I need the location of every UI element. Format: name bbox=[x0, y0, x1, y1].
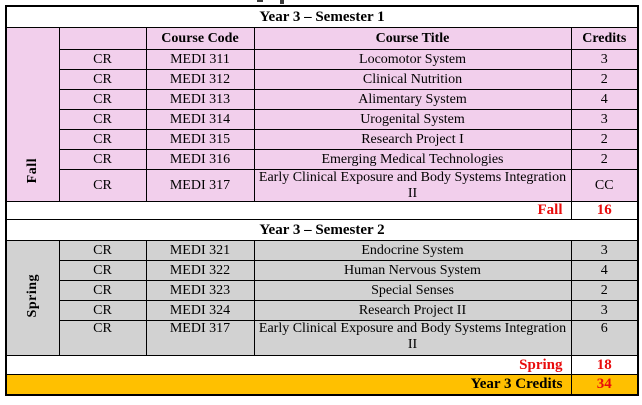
course-title: Early Clinical Exposure and Body Systems… bbox=[253, 168, 572, 203]
course-code: MEDI 324 bbox=[145, 300, 255, 322]
spring-season-label: Spring bbox=[24, 274, 40, 318]
table-row: CR MEDI 316 Emerging Medical Technologie… bbox=[6, 149, 639, 170]
fall-total-row: Fall 16 bbox=[5, 201, 639, 221]
semester1-banner-row: Year 3 – Semester 1 bbox=[5, 5, 639, 28]
table-row: CR MEDI 324 Research Project II 3 bbox=[6, 300, 639, 322]
course-code: MEDI 323 bbox=[145, 280, 255, 302]
course-credits: 3 bbox=[570, 49, 639, 70]
course-title: Human Nervous System bbox=[253, 260, 572, 282]
course-credits: 6 bbox=[570, 320, 639, 357]
course-code: MEDI 317 bbox=[145, 320, 255, 357]
course-type: CR bbox=[58, 320, 147, 357]
course-title: Urogenital System bbox=[253, 109, 572, 130]
year-credits-value: 34 bbox=[570, 374, 639, 396]
course-title: Research Project I bbox=[253, 129, 572, 150]
course-title: Research Project II bbox=[253, 300, 572, 322]
course-credits: 3 bbox=[570, 109, 639, 130]
course-type: CR bbox=[58, 240, 147, 262]
course-code: MEDI 316 bbox=[145, 149, 255, 170]
course-credits: 4 bbox=[570, 260, 639, 282]
cropped-text-artifact bbox=[280, 0, 284, 4]
course-type: CR bbox=[58, 280, 147, 302]
course-code: MEDI 313 bbox=[145, 89, 255, 110]
header-credits: Credits bbox=[570, 27, 639, 50]
table-row: CR MEDI 317 Early Clinical Exposure and … bbox=[6, 320, 639, 357]
course-code: MEDI 315 bbox=[145, 129, 255, 150]
course-code: MEDI 317 bbox=[145, 168, 255, 203]
course-type: CR bbox=[58, 49, 147, 70]
fall-season-cell: Fall bbox=[5, 26, 60, 203]
course-credits: 2 bbox=[570, 129, 639, 150]
header-course-code: Course Code bbox=[145, 27, 255, 50]
table-row: CR MEDI 311 Locomotor System 3 bbox=[6, 49, 639, 70]
semester1-title: Year 3 – Semester 1 bbox=[5, 5, 639, 28]
course-credits: 4 bbox=[570, 89, 639, 110]
semester2-banner-row: Year 3 – Semester 2 bbox=[5, 219, 639, 242]
fall-total-value: 16 bbox=[570, 201, 639, 221]
course-code: MEDI 322 bbox=[145, 260, 255, 282]
year-credits-label: Year 3 Credits bbox=[5, 374, 572, 396]
table-row: CR MEDI 323 Special Senses 2 bbox=[6, 280, 639, 302]
course-credits: 2 bbox=[570, 149, 639, 170]
header-course-title: Course Title bbox=[253, 27, 572, 50]
fall-total-label: Fall bbox=[5, 201, 572, 221]
semester1-section: Fall Course Code Course Title Credits CR… bbox=[5, 26, 639, 203]
table-row: CR MEDI 315 Research Project I 2 bbox=[6, 129, 639, 150]
course-title: Clinical Nutrition bbox=[253, 69, 572, 90]
spring-season-cell: Spring bbox=[5, 240, 60, 357]
spring-total-label: Spring bbox=[5, 355, 572, 376]
spring-total-value: 18 bbox=[570, 355, 639, 376]
table-row: CR MEDI 314 Urogenital System 3 bbox=[6, 109, 639, 130]
course-credits: 2 bbox=[570, 280, 639, 302]
course-type: CR bbox=[58, 109, 147, 130]
table-row: CR MEDI 322 Human Nervous System 4 bbox=[6, 260, 639, 282]
table-row: Spring CR MEDI 321 Endocrine System 3 bbox=[5, 240, 639, 357]
course-title: Alimentary System bbox=[253, 89, 572, 110]
semester2-section: Spring CR MEDI 321 Endocrine System 3 CR… bbox=[5, 240, 639, 357]
course-type: CR bbox=[58, 260, 147, 282]
course-title: Endocrine System bbox=[253, 240, 572, 262]
table-row: CR MEDI 312 Clinical Nutrition 2 bbox=[6, 69, 639, 90]
course-type: CR bbox=[58, 69, 147, 90]
course-title: Emerging Medical Technologies bbox=[253, 149, 572, 170]
semester1-header-row: Fall Course Code Course Title Credits bbox=[5, 26, 639, 203]
fall-season-label: Fall bbox=[24, 158, 40, 184]
course-credits: CC bbox=[570, 168, 639, 203]
course-title: Special Senses bbox=[253, 280, 572, 302]
year-credits-row: Year 3 Credits 34 bbox=[5, 374, 639, 396]
course-code: MEDI 321 bbox=[145, 240, 255, 262]
course-code: MEDI 314 bbox=[145, 109, 255, 130]
course-code: MEDI 311 bbox=[145, 49, 255, 70]
course-title: Locomotor System bbox=[253, 49, 572, 70]
course-code: MEDI 312 bbox=[145, 69, 255, 90]
course-schedule-table: Year 3 – Semester 1 Fall Course Code Cou… bbox=[5, 5, 639, 397]
spring-total-row: Spring 18 bbox=[5, 355, 639, 376]
semester2-title: Year 3 – Semester 2 bbox=[5, 219, 639, 242]
course-credits: 3 bbox=[570, 240, 639, 262]
header-empty-cell bbox=[58, 27, 147, 50]
course-type: CR bbox=[58, 300, 147, 322]
table-row: CR MEDI 313 Alimentary System 4 bbox=[6, 89, 639, 110]
course-credits: 2 bbox=[570, 69, 639, 90]
cropped-text-artifact bbox=[257, 0, 263, 2]
course-type: CR bbox=[58, 89, 147, 110]
course-type: CR bbox=[58, 149, 147, 170]
table-row: CR MEDI 317 Early Clinical Exposure and … bbox=[6, 168, 639, 203]
course-type: CR bbox=[58, 168, 147, 203]
course-credits: 3 bbox=[570, 300, 639, 322]
course-type: CR bbox=[58, 129, 147, 150]
course-title: Early Clinical Exposure and Body Systems… bbox=[253, 320, 572, 357]
